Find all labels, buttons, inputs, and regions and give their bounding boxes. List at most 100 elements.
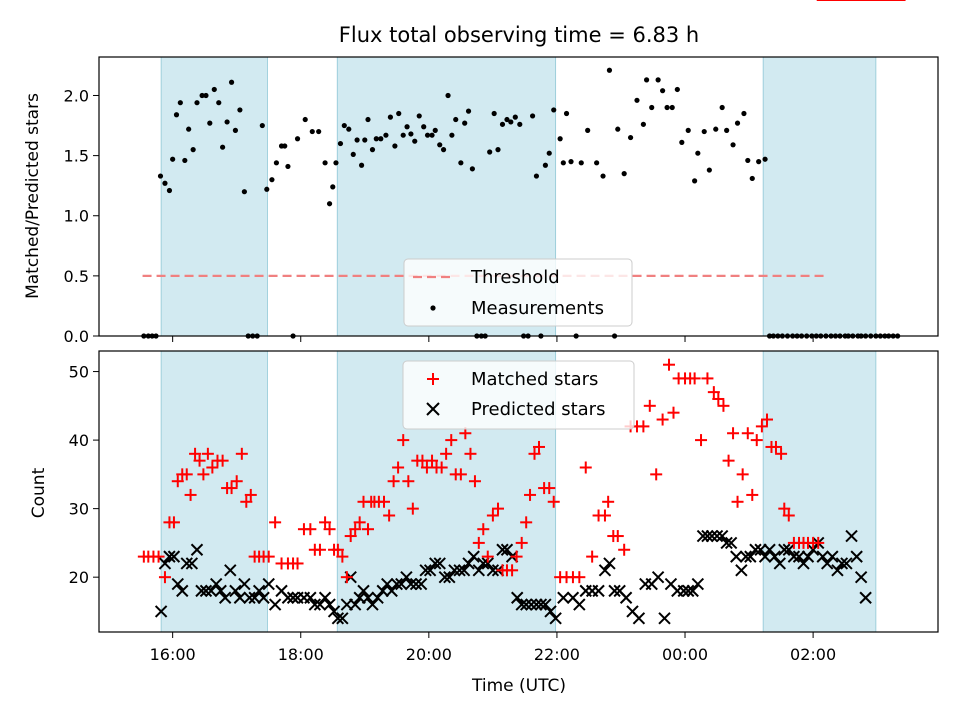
measurement-point bbox=[487, 149, 493, 155]
legend-measurements-swatch bbox=[430, 305, 436, 311]
measurement-point bbox=[350, 151, 356, 158]
predicted-star-point bbox=[515, 598, 528, 611]
predicted-star-point bbox=[797, 557, 810, 570]
measurement-point bbox=[458, 160, 464, 166]
bottom-legend: Matched stars Predicted stars bbox=[402, 360, 635, 430]
measurement-point bbox=[756, 159, 762, 165]
predicted-star-point bbox=[252, 584, 266, 598]
measurement-point bbox=[387, 114, 394, 120]
measurement-point bbox=[762, 156, 768, 162]
predicted-star-point bbox=[835, 557, 849, 570]
legend-matched-label: Matched stars bbox=[471, 369, 598, 390]
matched-star-point bbox=[171, 475, 184, 488]
matched-star-point bbox=[701, 372, 714, 385]
matched-star-point bbox=[454, 468, 467, 481]
chart-title: Flux total observing time = 6.83 h bbox=[339, 23, 699, 47]
predicted-star-point bbox=[457, 564, 471, 577]
top-x-ticks bbox=[172, 336, 814, 342]
measurement-point bbox=[706, 167, 712, 173]
measurement-point bbox=[621, 171, 627, 177]
matched-stars-points bbox=[137, 0, 906, 584]
top-y-axis-label: Matched/Predicted stars bbox=[23, 93, 43, 299]
measurement-point bbox=[237, 107, 243, 113]
predicted-star-point bbox=[557, 591, 570, 604]
matched-star-point bbox=[304, 523, 317, 536]
measurement-point bbox=[578, 160, 584, 166]
predicted-star-point bbox=[218, 591, 232, 604]
matched-star-point bbox=[618, 543, 631, 556]
measurement-point bbox=[453, 116, 459, 123]
measurement-point bbox=[333, 160, 339, 166]
matched-star-point bbox=[727, 427, 740, 440]
matched-star-point bbox=[397, 434, 410, 447]
matched-star-point bbox=[244, 488, 257, 501]
predicted-star-point bbox=[739, 550, 753, 563]
predicted-star-point bbox=[190, 543, 204, 556]
predicted-star-point bbox=[744, 550, 757, 563]
measurement-point bbox=[685, 127, 691, 133]
matched-star-point bbox=[695, 434, 708, 447]
measurement-point bbox=[749, 175, 755, 182]
matched-star-point bbox=[481, 550, 494, 563]
predicted-star-point bbox=[323, 598, 336, 611]
matched-star-point bbox=[336, 550, 349, 563]
top-y-tick-label: 1.5 bbox=[64, 147, 89, 166]
predicted-star-point bbox=[380, 577, 394, 591]
bottom-legend-box bbox=[402, 360, 635, 430]
predicted-star-point bbox=[710, 529, 724, 543]
predicted-star-point bbox=[500, 543, 514, 556]
measurement-point bbox=[529, 113, 536, 119]
matched-star-point bbox=[712, 392, 725, 405]
predicted-star-point bbox=[257, 591, 270, 604]
measurement-point bbox=[600, 173, 606, 179]
bottom-shaded-interval-2 bbox=[762, 350, 877, 633]
measurement-point bbox=[408, 131, 414, 137]
predicted-star-point bbox=[214, 584, 227, 598]
measurement-point bbox=[495, 146, 501, 153]
measurement-point bbox=[182, 157, 188, 164]
matched-star-point bbox=[197, 468, 210, 481]
predicted-star-point bbox=[496, 543, 509, 556]
predicted-star-point bbox=[715, 529, 729, 543]
predicted-star-point bbox=[816, 550, 829, 563]
predicted-star-point bbox=[544, 605, 557, 618]
predicted-star-point bbox=[229, 584, 242, 598]
matched-star-point bbox=[769, 440, 782, 453]
x-tick-label: 18:00 bbox=[278, 645, 324, 664]
measurement-point bbox=[724, 127, 730, 133]
predicted-star-point bbox=[238, 577, 251, 591]
predicted-star-point bbox=[195, 584, 208, 598]
predicted-star-point bbox=[268, 598, 282, 611]
measurement-point bbox=[373, 136, 379, 142]
predicted-star-point bbox=[632, 612, 646, 625]
predicted-star-point bbox=[423, 564, 437, 577]
matched-star-point bbox=[323, 523, 336, 536]
measurement-point bbox=[264, 186, 270, 192]
matched-star-point bbox=[472, 536, 485, 549]
measurement-point bbox=[362, 137, 368, 143]
bottom-y-tick-label: 30 bbox=[69, 500, 89, 519]
bottom-y-tick-label: 20 bbox=[69, 568, 89, 587]
measurement-point bbox=[679, 139, 685, 145]
matched-star-point bbox=[158, 571, 171, 584]
measurement-point bbox=[462, 120, 468, 126]
predicted-star-point bbox=[366, 598, 379, 611]
predicted-star-point bbox=[467, 550, 480, 563]
measurement-point bbox=[512, 114, 518, 120]
matched-star-point bbox=[579, 461, 592, 474]
predicted-star-point bbox=[336, 612, 349, 625]
matched-star-point bbox=[291, 557, 304, 570]
predicted-star-point bbox=[438, 570, 452, 584]
bottom-x-ticks: 16:00 18:00 20:00 22:00 00:00 02:00 bbox=[150, 632, 836, 664]
measurement-point bbox=[220, 144, 226, 150]
predicted-star-point bbox=[534, 598, 548, 611]
matched-star-point bbox=[353, 516, 366, 529]
predicted-star-point bbox=[806, 543, 820, 556]
measurement-point bbox=[634, 97, 640, 103]
top-shaded-interval-2 bbox=[762, 56, 877, 337]
predicted-star-point bbox=[414, 577, 428, 591]
predicted-star-point bbox=[525, 598, 538, 611]
measurement-point bbox=[449, 132, 455, 138]
measurement-point bbox=[615, 126, 621, 132]
